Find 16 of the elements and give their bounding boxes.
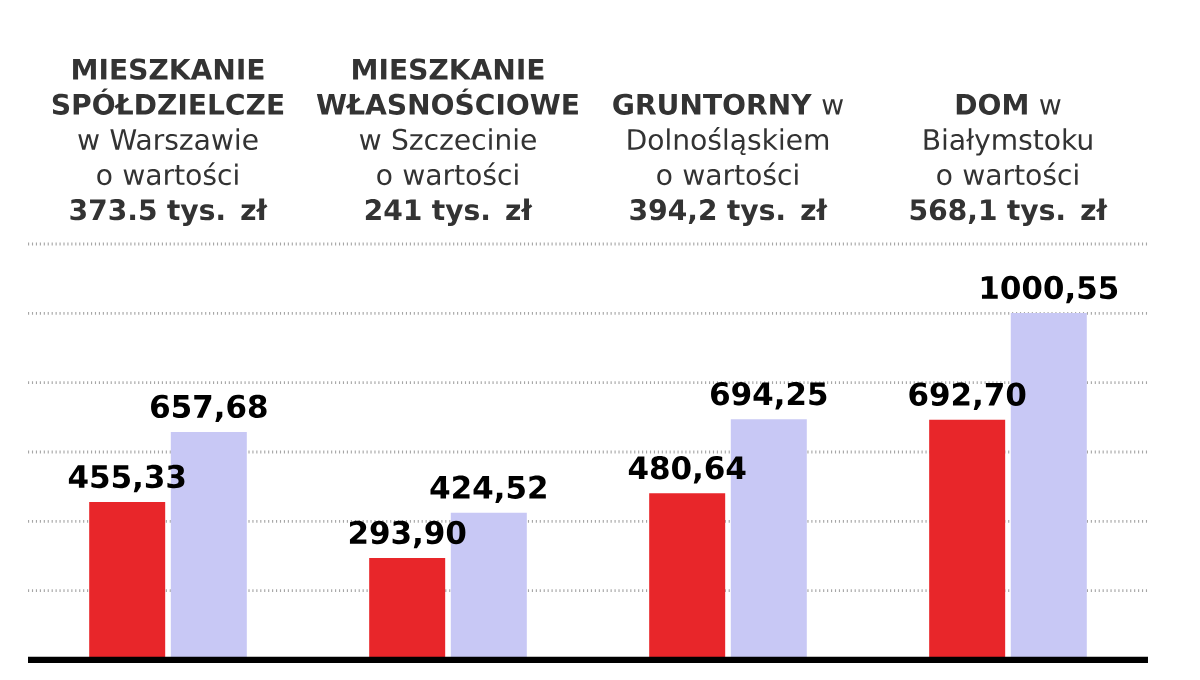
bar xyxy=(649,493,726,660)
bar xyxy=(929,419,1006,660)
x-tick-label: MIESZKANIE SPÓŁDZIELCZE w Warszawie o wartości 373.5 tys. zł xyxy=(52,58,284,227)
bar xyxy=(89,502,166,660)
bar xyxy=(369,558,446,660)
data-label: 480,64 xyxy=(628,456,746,484)
data-label: 657,68 xyxy=(151,394,267,423)
data-label: 694,25 xyxy=(711,382,827,410)
data-label: 692,70 xyxy=(909,382,1026,410)
data-label: 1000,55 xyxy=(981,275,1118,304)
x-tick-label: GRUNTORNY w Dolnośląskiem o wartości 394,2 tys. zł xyxy=(613,93,843,227)
x-tick-label: MIESZKANIE WŁASNOŚCIOWE w Szczecinie o wartości 241 tys. zł xyxy=(316,58,578,227)
data-label: 455,33 xyxy=(68,464,185,493)
data-label: 424,52 xyxy=(430,475,546,503)
x-tick-label: DOM w Białymstoku o wartości 568,1 tys. zł xyxy=(910,93,1108,227)
data-label: 293,90 xyxy=(349,520,466,549)
